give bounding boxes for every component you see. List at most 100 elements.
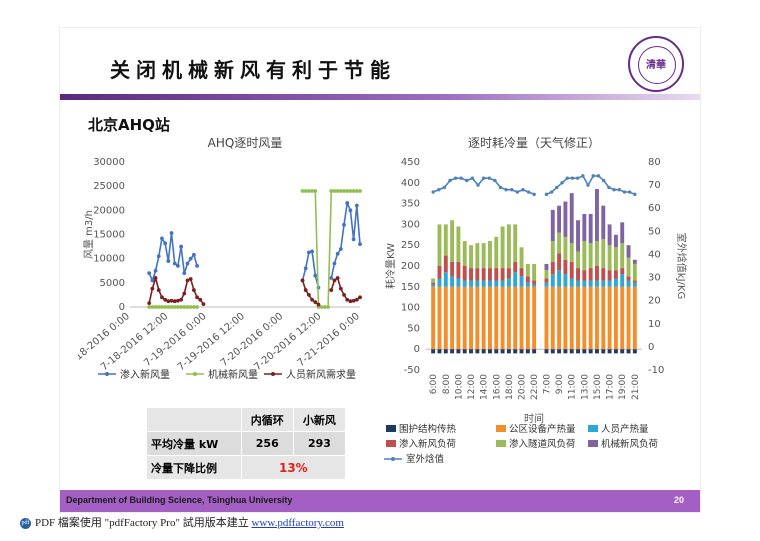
legend-swatch	[386, 425, 396, 432]
bar-segment	[450, 286, 455, 350]
x-tick-label: 19:00	[618, 374, 628, 400]
data-point	[150, 286, 155, 291]
bar-segment	[525, 282, 530, 287]
bar-segment	[601, 349, 606, 354]
bar-segment	[462, 241, 467, 266]
bar-segment	[456, 286, 461, 350]
bar-segment	[588, 286, 593, 350]
x-tick-label: 10:00	[454, 374, 464, 400]
data-point	[329, 288, 334, 292]
x-tick-label: 22:00	[530, 374, 540, 400]
y2-tick-label: -10	[648, 365, 664, 376]
bar-segment	[513, 286, 518, 350]
bar-segment	[557, 270, 562, 287]
summary-table: 内循环 小新风 平均冷量 kW 256 293 冷量下降比例 13%	[146, 407, 347, 480]
bar-segment	[544, 282, 549, 287]
data-point	[338, 189, 343, 193]
bar-segment	[613, 278, 618, 287]
data-point	[179, 305, 184, 309]
bar-segment	[462, 286, 467, 350]
chart-title: AHQ逐时风量	[208, 136, 283, 150]
bar-segment	[595, 286, 599, 350]
bar-segment	[613, 270, 618, 279]
data-point	[313, 273, 318, 278]
bar-segment	[576, 268, 580, 281]
logo-inner-ring	[638, 46, 676, 84]
bar-segment	[576, 220, 580, 252]
bar-segment	[519, 276, 524, 287]
bar-segment	[443, 349, 448, 354]
data-point	[185, 261, 190, 266]
enthalpy-point	[560, 181, 564, 185]
bar-segment	[488, 280, 492, 287]
x-tick-label: 14:00	[480, 374, 490, 400]
enthalpy-point	[481, 176, 486, 180]
footer-bar: Department of Building Science, Tsinghua…	[60, 490, 700, 512]
data-point	[354, 203, 359, 208]
bar-segment	[443, 272, 448, 287]
bar-segment	[431, 282, 436, 285]
bar-segment	[607, 286, 612, 350]
data-point	[147, 305, 152, 309]
bar-segment	[513, 349, 518, 354]
y-tick-label: 5000	[100, 278, 125, 289]
bar-segment	[469, 280, 473, 287]
title-rule	[60, 94, 700, 100]
bar-segment	[519, 268, 524, 277]
data-point	[156, 288, 161, 292]
data-point	[358, 189, 362, 193]
bar-segment	[488, 241, 492, 269]
bar-segment	[607, 270, 612, 281]
bar-segment	[595, 189, 599, 242]
bar-segment	[576, 286, 580, 350]
bar-segment	[588, 349, 593, 354]
data-point	[166, 305, 171, 309]
bar-segment	[550, 261, 555, 275]
pdf-link[interactable]: www.pdffactory.com	[251, 517, 344, 529]
bar-segment	[563, 236, 568, 260]
data-point	[342, 222, 346, 227]
logo-text: 清華	[646, 60, 666, 71]
bar-segment	[469, 286, 473, 350]
bar-segment	[632, 349, 637, 354]
legend-marker	[105, 372, 109, 376]
data-point	[348, 208, 353, 213]
bar-segment	[576, 251, 580, 269]
data-point	[191, 288, 196, 292]
bar-segment	[582, 280, 587, 287]
enthalpy-point	[431, 190, 435, 194]
y-tick-label: 15000	[93, 230, 125, 241]
bar-segment	[588, 268, 593, 281]
y2-tick-label: 80	[648, 157, 661, 168]
enthalpy-point	[453, 176, 458, 180]
data-point	[195, 305, 199, 309]
data-point	[179, 297, 184, 302]
x-tick-label: 13:00	[580, 374, 590, 400]
table-header-row: 内循环 小新风	[146, 407, 347, 432]
bar-segment	[563, 259, 568, 275]
bar-segment	[613, 349, 618, 354]
bar-segment	[469, 245, 473, 269]
bar-segment	[607, 280, 612, 287]
y-axis-label: 风量 m3/h	[83, 210, 95, 259]
bar-segment	[488, 286, 492, 350]
bar-segment	[506, 286, 511, 350]
enthalpy-point	[607, 185, 611, 190]
y-tick-label: 250	[401, 240, 420, 251]
bar-segment	[607, 224, 612, 246]
y2-tick-label: 50	[648, 226, 661, 237]
bar-segment	[550, 209, 555, 242]
enthalpy-point	[575, 176, 580, 180]
bar-segment	[462, 280, 467, 287]
bar-segment	[544, 270, 549, 279]
bar-segment	[626, 245, 631, 258]
bar-segment	[569, 243, 574, 262]
y-tick-label: 400	[401, 178, 420, 189]
enthalpy-point	[504, 188, 508, 192]
bar-segment	[563, 286, 568, 350]
data-point	[182, 271, 187, 276]
bar-segment	[569, 349, 574, 354]
bar-segment	[601, 268, 606, 281]
data-point	[153, 276, 158, 280]
bar-segment	[475, 268, 480, 281]
